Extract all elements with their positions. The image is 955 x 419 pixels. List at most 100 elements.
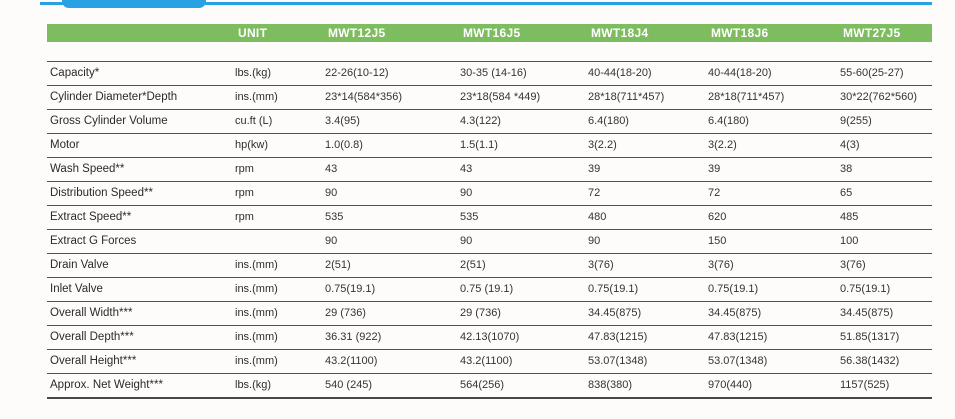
row-label: Drain Valve [50,259,109,271]
unit-cell: hp(kw) [235,139,269,151]
value-cell-mwt12j5: 535 [325,211,344,223]
value-cell-mwt27j5: 3(76) [840,259,866,271]
value-cell-mwt18j6: 53.07(1348) [708,355,768,367]
row-label: Extract Speed** [50,211,132,223]
value-cell-mwt16j5: 30-35 (14-16) [460,67,527,79]
unit-cell: ins.(mm) [235,283,278,295]
header-cell-unit: UNIT [238,26,268,40]
value-cell-mwt27j5: 9(255) [840,115,872,127]
value-cell-mwt18j6: 40-44(18-20) [708,67,772,79]
unit-cell: ins.(mm) [235,259,278,271]
value-cell-mwt18j6: 3(2.2) [708,139,737,151]
table-row: Extract G Forces 90 90 90 150 100 [47,229,932,253]
value-cell-mwt12j5: 36.31 (922) [325,331,382,343]
value-cell-mwt12j5: 23*14(584*356) [325,91,403,103]
table-row: Drain Valve ins.(mm) 2(51) 2(51) 3(76) 3(76) 3… [47,253,932,277]
unit-cell [232,230,322,253]
value-cell-mwt16j5: 0.75 (19.1) [460,283,514,295]
value-cell-mwt18j4: 90 [588,235,601,247]
value-cell-mwt18j4: 6.4(180) [588,115,629,127]
unit-cell: ins.(mm) [235,355,278,367]
value-cell-mwt12j5: 3.4(95) [325,115,360,127]
table-row: Motor hp(kw) 1.0(0.8) 1.5(1.1) 3(2.2) 3(2.2) 4… [47,133,932,157]
value-cell-mwt16j5: 90 [460,187,473,199]
header-cell-mwt12j5: MWT12J5 [328,26,386,40]
value-cell-mwt27j5: 55-60(25-27) [840,67,904,79]
value-cell-mwt18j4: 53.07(1348) [588,355,648,367]
value-cell-mwt12j5: 540 (245) [325,379,373,391]
value-cell-mwt18j4: 28*18(711*457) [588,91,665,103]
unit-cell: lbs.(kg) [235,379,272,391]
value-cell-mwt18j6: 0.75(19.1) [708,283,759,295]
table-row: Capacity* lbs.(kg) 22-26(10-12) 30-35 (14-1… [47,61,932,85]
top-accent-tab [62,0,206,8]
value-cell-mwt16j5: 43 [460,163,473,175]
table-body: Capacity* lbs.(kg) 22-26(10-12) 30-35 (14-1… [47,61,932,399]
value-cell-mwt27j5: 51.85(1317) [840,331,900,343]
value-cell-mwt18j4: 3(76) [588,259,614,271]
value-cell-mwt12j5: 0.75(19.1) [325,283,376,295]
unit-cell: cu.ft (L) [235,115,273,127]
table-header-row: UNIT MWT12J5 MWT16J5 MWT18J4 MWT18J6 MWT… [47,24,932,42]
value-cell-mwt12j5: 22-26(10-12) [325,67,389,79]
unit-cell: ins.(mm) [235,331,278,343]
table-row: Distribution Speed** rpm 90 90 72 72 65 [47,181,932,205]
value-cell-mwt18j4: 39 [588,163,601,175]
value-cell-mwt18j4: 47.83(1215) [588,331,648,343]
value-cell-mwt27j5: 56.38(1432) [840,355,900,367]
row-label: Inlet Valve [50,283,103,295]
value-cell-mwt27j5: 0.75(19.1) [840,283,891,295]
header-cell-mwt16j5: MWT16J5 [463,26,521,40]
value-cell-mwt18j6: 150 [708,235,727,247]
value-cell-mwt16j5: 564(256) [460,379,505,391]
value-cell-mwt12j5: 1.0(0.8) [325,139,363,151]
value-cell-mwt27j5: 65 [840,187,853,199]
value-cell-mwt27j5: 38 [840,163,853,175]
value-cell-mwt12j5: 90 [325,235,338,247]
header-cell-mwt18j6: MWT18J6 [711,26,769,40]
row-label: Gross Cylinder Volume [50,115,168,127]
row-label: Overall Depth*** [50,331,134,343]
value-cell-mwt27j5: 34.45(875) [840,307,894,319]
value-cell-mwt18j6: 28*18(711*457) [708,91,785,103]
value-cell-mwt18j6: 47.83(1215) [708,331,768,343]
header-cell-mwt18j4: MWT18J4 [591,26,649,40]
value-cell-mwt16j5: 2(51) [460,259,486,271]
unit-cell: ins.(mm) [235,307,278,319]
table-row: Overall Height*** ins.(mm) 43.2(1100) 43.2(… [47,349,932,373]
unit-cell: rpm [235,163,254,175]
value-cell-mwt16j5: 535 [460,211,479,223]
value-cell-mwt16j5: 42.13(1070) [460,331,520,343]
table-row: Wash Speed** rpm 43 43 39 39 38 [47,157,932,181]
table-row: Approx. Net Weight*** lbs.(kg) 540 (245) 56… [47,373,932,397]
row-label: Overall Width*** [50,307,133,319]
value-cell-mwt18j4: 838(380) [588,379,633,391]
value-cell-mwt12j5: 2(51) [325,259,351,271]
table-row: Gross Cylinder Volume cu.ft (L) 3.4(95) 4.3… [47,109,932,133]
row-label: Overall Height*** [50,355,137,367]
row-label: Capacity* [50,67,100,79]
value-cell-mwt16j5: 90 [460,235,473,247]
value-cell-mwt27j5: 100 [840,235,859,247]
value-cell-mwt18j4: 72 [588,187,601,199]
value-cell-mwt18j4: 34.45(875) [588,307,642,319]
unit-cell: rpm [235,187,254,199]
row-label: Distribution Speed** [50,187,153,199]
value-cell-mwt16j5: 1.5(1.1) [460,139,498,151]
value-cell-mwt18j6: 620 [708,211,727,223]
row-label: Extract G Forces [50,235,137,247]
value-cell-mwt16j5: 23*18(584 *449) [460,91,541,103]
value-cell-mwt18j4: 480 [588,211,607,223]
value-cell-mwt16j5: 29 (736) [460,307,501,319]
value-cell-mwt18j6: 3(76) [708,259,734,271]
value-cell-mwt18j6: 970(440) [708,379,753,391]
top-accent-line [40,2,932,5]
value-cell-mwt12j5: 29 (736) [325,307,366,319]
table-row: Overall Width*** ins.(mm) 29 (736) 29 (736)… [47,301,932,325]
value-cell-mwt18j6: 34.45(875) [708,307,762,319]
value-cell-mwt18j6: 39 [708,163,721,175]
value-cell-mwt18j4: 40-44(18-20) [588,67,652,79]
unit-cell: ins.(mm) [235,91,278,103]
value-cell-mwt27j5: 4(3) [840,139,860,151]
